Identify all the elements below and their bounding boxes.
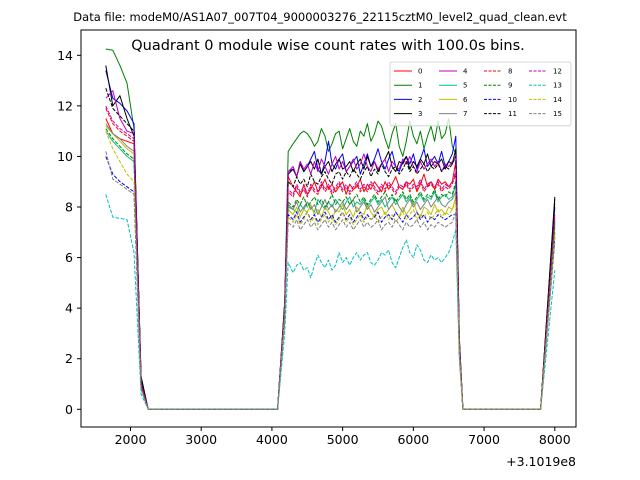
- series-line-10: [105, 156, 556, 410]
- legend-label-14: 14: [553, 96, 562, 104]
- x-tick-label: 8000: [539, 432, 571, 447]
- legend-label-3: 3: [418, 110, 422, 118]
- series-line-14: [105, 130, 556, 410]
- legend-label-11: 11: [508, 110, 517, 118]
- series-line-11: [105, 88, 556, 410]
- x-tick-label: 6000: [397, 432, 429, 447]
- y-tick-label: 10: [57, 149, 73, 164]
- legend-label-9: 9: [508, 82, 512, 90]
- y-tick-label: 0: [65, 402, 73, 417]
- series-layer: [105, 48, 556, 410]
- y-tick-label: 2: [65, 351, 73, 366]
- legend-label-7: 7: [463, 110, 467, 118]
- legend-label-2: 2: [418, 96, 422, 104]
- legend-label-8: 8: [508, 68, 512, 76]
- series-line-7: [105, 123, 556, 410]
- legend-label-4: 4: [463, 68, 468, 76]
- chart-suptitle: Data file: modeM0/AS1A07_007T04_90000032…: [73, 10, 567, 24]
- series-line-9: [105, 128, 556, 410]
- series-line-12: [105, 105, 556, 410]
- legend-label-12: 12: [553, 68, 562, 76]
- series-line-8: [105, 108, 556, 410]
- legend-label-13: 13: [553, 82, 562, 90]
- y-tick-label: 8: [65, 200, 73, 215]
- x-tick-label: 7000: [468, 432, 500, 447]
- series-line-6: [105, 125, 556, 410]
- plot-frame: [80, 29, 577, 428]
- series-line-13: [105, 194, 556, 410]
- legend-label-10: 10: [508, 96, 517, 104]
- x-tick-label: 3000: [185, 432, 217, 447]
- x-tick-label: 2000: [115, 432, 147, 447]
- series-line-1: [105, 48, 556, 410]
- y-tick-label: 14: [57, 48, 73, 63]
- legend-label-15: 15: [553, 110, 562, 118]
- x-tick-label: 4000: [256, 432, 288, 447]
- y-tick-label: 6: [65, 250, 73, 265]
- x-tick-label: 5000: [327, 432, 359, 447]
- x-axis-offset-label: +3.1019e8: [506, 454, 576, 469]
- chart-title: Quadrant 0 module wise count rates with …: [131, 38, 525, 54]
- legend-label-5: 5: [463, 82, 467, 90]
- y-tick-label: 12: [57, 98, 73, 113]
- y-tick-label: 4: [65, 301, 73, 316]
- series-line-15: [105, 151, 556, 410]
- legend-label-6: 6: [463, 96, 468, 104]
- series-line-4: [105, 90, 556, 410]
- legend-frame: [389, 61, 572, 127]
- series-line-2: [105, 70, 556, 410]
- legend-label-0: 0: [418, 68, 422, 76]
- legend-label-1: 1: [418, 82, 422, 90]
